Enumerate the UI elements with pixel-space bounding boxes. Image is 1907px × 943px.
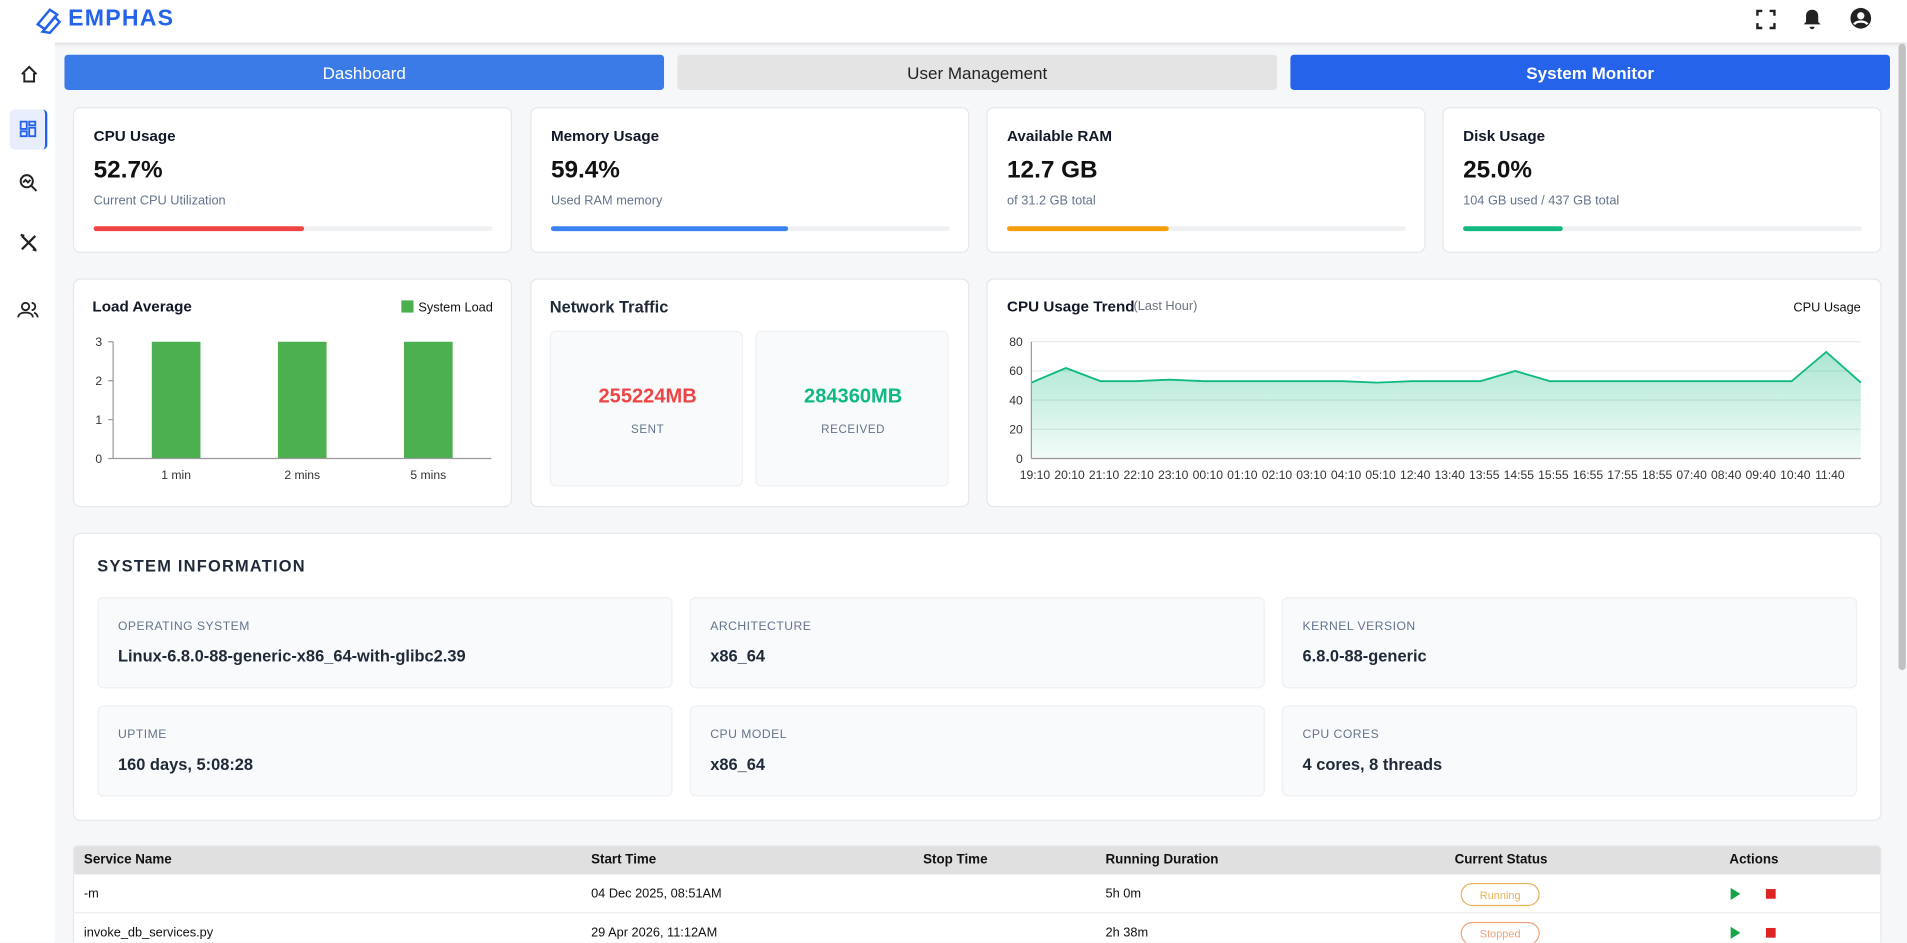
top-bar: EMPHAS <box>0 0 1907 43</box>
progress-fill <box>1463 226 1563 232</box>
tab[interactable]: Dashboard <box>64 54 665 90</box>
info-label: UPTIME <box>117 728 167 742</box>
progress-fill <box>550 226 788 232</box>
stat-caption: of 31.2 GB total <box>1007 193 1096 208</box>
home-icon[interactable] <box>19 64 38 83</box>
column-header: Current Status <box>1454 852 1548 868</box>
dashboard-icon[interactable] <box>18 119 37 138</box>
stat-card: Available RAM 12.7 GB of 31.2 GB total <box>986 107 1426 253</box>
stat-value: 52.7% <box>93 156 163 184</box>
fullscreen-icon[interactable] <box>1755 9 1777 31</box>
stat-title: Available RAM <box>1007 127 1113 145</box>
info-box: CPU CORES 4 cores, 8 threads <box>1281 705 1858 797</box>
column-header: Actions <box>1729 852 1779 868</box>
info-value: 4 cores, 8 threads <box>1302 755 1443 774</box>
cell: invoke_db_services.py <box>83 925 214 941</box>
stat-value: 59.4% <box>550 156 620 184</box>
table-header <box>74 846 1881 875</box>
tab[interactable]: System Monitor <box>1290 54 1890 90</box>
chart-subtitle: (Last Hour) <box>1133 299 1198 314</box>
info-label: CPU CORES <box>1302 728 1380 742</box>
progress-track <box>550 226 950 232</box>
stat-caption: Used RAM memory <box>550 193 663 208</box>
stop-button[interactable] <box>1765 889 1776 899</box>
stat-card: Memory Usage 59.4% Used RAM memory <box>530 107 970 253</box>
traffic-box: 284360MB RECEIVED <box>755 330 949 487</box>
network-title: Network Traffic <box>549 297 669 317</box>
info-value: 160 days, 5:08:28 <box>117 755 254 774</box>
users-icon[interactable] <box>17 300 39 319</box>
info-box: UPTIME 160 days, 5:08:28 <box>97 705 673 797</box>
info-label: CPU MODEL <box>710 728 787 742</box>
info-value: x86_64 <box>710 755 766 774</box>
column-header: Start Time <box>591 852 657 868</box>
stop-button[interactable] <box>1765 927 1776 938</box>
stat-title: Disk Usage <box>1463 127 1546 145</box>
stat-card: CPU Usage 52.7% Current CPU Utilization <box>72 107 513 253</box>
tools-icon[interactable] <box>18 232 39 253</box>
progress-fill <box>93 226 304 232</box>
info-label: KERNEL VERSION <box>1302 620 1416 634</box>
progress-track <box>1463 226 1863 232</box>
cell: -m <box>83 886 99 902</box>
column-header: Service Name <box>83 852 172 868</box>
logo-text: EMPHAS <box>68 6 175 32</box>
play-button[interactable] <box>1730 887 1741 900</box>
play-button[interactable] <box>1730 926 1741 939</box>
section-title: SYSTEM INFORMATION <box>97 557 306 576</box>
info-label: OPERATING SYSTEM <box>117 620 250 634</box>
stat-caption: 104 GB used / 437 GB total <box>1463 193 1620 208</box>
status-pill: Running <box>1460 882 1540 907</box>
services-table: Service Name Start Time Stop Time Running D… <box>72 845 1882 943</box>
logo-icon <box>35 8 62 35</box>
bell-icon[interactable] <box>1801 7 1823 31</box>
cell: 29 Apr 2026, 11:12AM <box>591 925 718 941</box>
info-value: x86_64 <box>710 647 766 666</box>
traffic-label: RECEIVED <box>821 423 886 437</box>
monitor-icon[interactable] <box>18 173 39 194</box>
cell: 04 Dec 2025, 08:51AM <box>591 886 722 902</box>
column-header: Running Duration <box>1105 852 1219 868</box>
info-label: ARCHITECTURE <box>710 620 812 634</box>
info-value: 6.8.0-88-generic <box>1302 647 1427 666</box>
column-header: Stop Time <box>923 852 988 868</box>
traffic-value: 284360MB <box>804 385 903 408</box>
chart-title: Load Average <box>92 297 192 315</box>
stat-caption: Current CPU Utilization <box>93 193 226 208</box>
scrollbar <box>1898 43 1906 671</box>
sidebar <box>0 42 55 943</box>
cell: 5h 0m <box>1105 886 1142 902</box>
info-box: KERNEL VERSION 6.8.0-88-generic <box>1281 597 1858 689</box>
stat-title: Memory Usage <box>550 127 660 145</box>
account-icon[interactable] <box>1850 7 1872 29</box>
info-box: ARCHITECTURE x86_64 <box>689 597 1265 689</box>
traffic-value: 255224MB <box>598 385 697 408</box>
progress-track <box>93 226 493 232</box>
traffic-label: SENT <box>630 423 665 437</box>
table-row <box>74 913 1880 942</box>
info-box: OPERATING SYSTEM Linux-6.8.0-88-generic-x… <box>97 597 673 689</box>
info-box: CPU MODEL x86_64 <box>689 705 1265 797</box>
stat-value: 25.0% <box>1463 156 1533 184</box>
cell: 2h 38m <box>1105 925 1149 941</box>
stat-title: CPU Usage <box>93 127 176 145</box>
status-pill: Stopped <box>1460 921 1540 943</box>
info-value: Linux-6.8.0-88-generic-x86_64-with-glibc… <box>117 647 466 666</box>
stat-card: Disk Usage 25.0% 104 GB used / 437 GB tota… <box>1442 107 1882 253</box>
progress-track <box>1007 226 1406 232</box>
traffic-box: 255224MB SENT <box>549 330 744 487</box>
table-row <box>74 874 1881 914</box>
stat-value: 12.7 GB <box>1007 156 1098 184</box>
tab[interactable]: User Management <box>677 54 1278 90</box>
progress-fill <box>1007 226 1170 232</box>
chart-title: CPU Usage Trend <box>1007 297 1135 315</box>
